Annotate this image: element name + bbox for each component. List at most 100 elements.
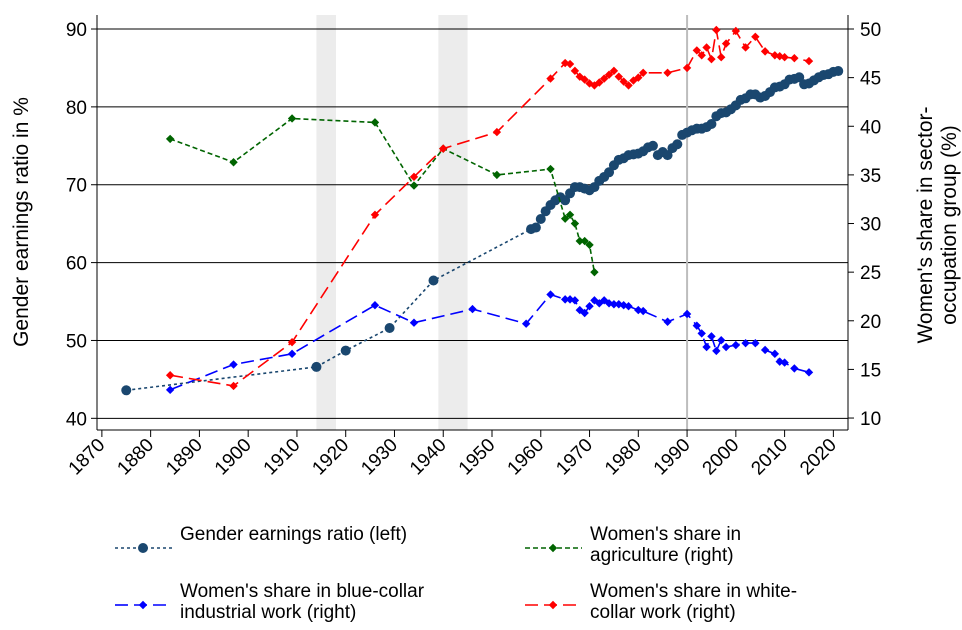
x-tick-label: 1910 xyxy=(260,435,305,480)
data-point xyxy=(370,301,380,310)
y2-tick-label: 25 xyxy=(860,263,881,284)
data-point xyxy=(165,371,175,380)
data-point xyxy=(580,75,589,84)
data-point xyxy=(663,317,672,326)
data-point xyxy=(721,39,731,48)
data-point xyxy=(229,158,238,167)
data-point xyxy=(721,342,731,352)
legend-marker xyxy=(548,600,558,610)
y2-tick-label: 45 xyxy=(860,69,881,90)
data-point xyxy=(833,66,844,77)
data-point xyxy=(165,385,175,395)
x-tick-label: 1940 xyxy=(406,435,451,480)
data-point xyxy=(580,308,589,318)
data-point xyxy=(287,349,297,359)
series-line xyxy=(169,117,596,273)
data-point xyxy=(546,164,555,174)
data-point xyxy=(682,309,692,319)
data-point xyxy=(760,345,770,355)
data-point xyxy=(604,167,615,178)
data-point xyxy=(712,25,721,35)
y2-axis-title: Women's share in sector-occupation group… xyxy=(913,106,961,344)
data-point xyxy=(731,340,741,350)
y-tick-label: 50 xyxy=(66,331,87,352)
legend-label: Women's share in blue-collar industrial … xyxy=(180,581,425,623)
data-point xyxy=(585,240,594,250)
y-axis-title: Gender earnings ratio in % xyxy=(9,97,33,347)
data-point xyxy=(697,51,706,60)
x-tick-label: 1960 xyxy=(504,435,549,480)
data-point xyxy=(590,81,599,90)
data-point xyxy=(692,46,702,55)
data-point xyxy=(428,275,439,286)
data-point xyxy=(780,358,789,367)
data-point xyxy=(692,321,702,330)
x-tick-label: 1970 xyxy=(552,435,597,480)
legend-label: Gender earnings ratio (left) xyxy=(180,524,408,545)
data-point xyxy=(780,53,789,62)
y2-tick-label: 30 xyxy=(860,215,881,236)
series-line xyxy=(126,70,839,392)
data-point xyxy=(741,43,750,52)
data-point xyxy=(546,290,555,299)
data-point xyxy=(624,81,633,90)
data-point xyxy=(604,299,614,308)
y-tick-label: 70 xyxy=(66,176,87,197)
data-point xyxy=(287,337,297,347)
data-point xyxy=(647,140,658,151)
data-point xyxy=(624,301,633,311)
x-tick-label: 1870 xyxy=(65,435,110,480)
y2-tick-label: 35 xyxy=(860,166,881,187)
data-point xyxy=(634,305,643,315)
data-point xyxy=(439,144,448,153)
x-tick-label: 1900 xyxy=(211,435,256,480)
y2-tick-label: 15 xyxy=(860,360,881,381)
data-point xyxy=(697,329,706,338)
legend-label: Women's share in agriculture (right) xyxy=(590,524,742,566)
data-point xyxy=(121,385,132,396)
data-point xyxy=(570,66,580,76)
data-point xyxy=(590,296,599,305)
data-point xyxy=(804,56,814,66)
data-point xyxy=(638,306,648,316)
y-tick-label: 80 xyxy=(66,98,87,119)
data-point xyxy=(560,295,570,304)
data-point xyxy=(570,296,580,305)
data-point xyxy=(790,53,799,63)
data-point xyxy=(790,364,799,373)
data-point xyxy=(560,58,570,68)
data-point xyxy=(751,338,760,348)
data-point xyxy=(590,267,599,277)
data-point xyxy=(770,51,780,60)
series-line xyxy=(169,293,810,391)
data-point xyxy=(662,150,673,161)
data-point xyxy=(731,26,741,36)
data-point xyxy=(546,74,555,83)
data-point xyxy=(682,63,692,73)
data-point xyxy=(580,236,589,246)
data-point xyxy=(712,346,721,356)
data-point xyxy=(619,77,628,86)
data-point xyxy=(609,66,619,76)
legend-marker xyxy=(548,543,558,553)
data-point xyxy=(535,213,546,224)
data-point xyxy=(560,214,570,223)
data-point xyxy=(614,72,623,81)
legend-label: Women's share in white-collar work (righ… xyxy=(590,581,798,623)
data-point xyxy=(492,170,502,180)
data-point xyxy=(741,338,750,348)
x-tick-label: 1980 xyxy=(601,435,646,480)
data-point xyxy=(287,114,297,123)
data-point xyxy=(468,304,477,314)
x-tick-label: 1990 xyxy=(650,435,695,480)
data-point xyxy=(751,32,760,41)
data-point xyxy=(530,222,541,233)
data-point xyxy=(575,305,584,315)
data-point xyxy=(702,342,711,352)
data-point xyxy=(384,323,395,334)
data-point xyxy=(585,301,594,311)
y-tick-label: 40 xyxy=(66,409,87,430)
data-point xyxy=(717,336,726,345)
